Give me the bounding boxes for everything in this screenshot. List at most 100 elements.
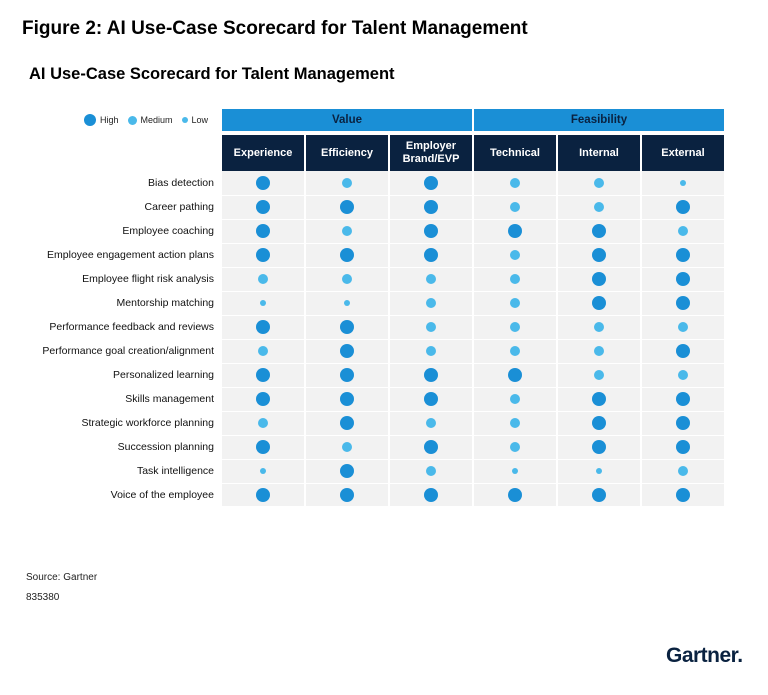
gartner-logo: Gartner. bbox=[666, 644, 743, 667]
row-separator bbox=[222, 315, 724, 316]
rating-dot-high bbox=[256, 176, 270, 190]
row-separator bbox=[222, 267, 724, 268]
chart-title: AI Use-Case Scorecard for Talent Managem… bbox=[29, 65, 395, 83]
rating-dot-low bbox=[344, 300, 350, 306]
rating-dot-medium bbox=[510, 322, 520, 332]
rating-dot-medium bbox=[678, 370, 688, 380]
column-header: Efficiency bbox=[306, 135, 388, 171]
rating-dot-high bbox=[340, 464, 354, 478]
source-note: Source: Gartner bbox=[26, 572, 98, 583]
rating-dot-low bbox=[680, 180, 686, 186]
rating-dot-medium bbox=[594, 202, 604, 212]
row-label: Personalized learning bbox=[113, 369, 214, 381]
row-separator bbox=[222, 339, 724, 340]
rating-dot-medium bbox=[510, 274, 520, 284]
rating-dot-medium bbox=[510, 298, 520, 308]
rating-dot-high bbox=[340, 344, 354, 358]
rating-dot-medium bbox=[426, 418, 436, 428]
rating-dot-medium bbox=[426, 298, 436, 308]
row-separator bbox=[222, 411, 724, 412]
rating-dot-medium bbox=[510, 418, 520, 428]
rating-dot-high bbox=[592, 224, 606, 238]
row-label: Career pathing bbox=[144, 201, 214, 213]
column-header: Internal bbox=[558, 135, 640, 171]
rating-dot-medium bbox=[594, 322, 604, 332]
rating-dot-medium bbox=[594, 346, 604, 356]
rating-dot-high bbox=[340, 248, 354, 262]
rating-dot-medium bbox=[342, 274, 352, 284]
column-header: Employer Brand/EVP bbox=[390, 135, 472, 171]
figure-title: Figure 2: AI Use-Case Scorecard for Tale… bbox=[22, 18, 528, 39]
rating-dot-medium bbox=[342, 226, 352, 236]
rating-dot-high bbox=[256, 248, 270, 262]
rating-dot-high bbox=[676, 296, 690, 310]
legend-item-high: High bbox=[84, 114, 119, 126]
row-separator bbox=[222, 195, 724, 196]
rating-dot-high bbox=[592, 488, 606, 502]
legend-label-low: Low bbox=[191, 115, 209, 125]
row-label: Task intelligence bbox=[136, 465, 214, 477]
group-header-value: Value bbox=[222, 109, 472, 131]
group-header-feasibility: Feasibility bbox=[474, 109, 724, 131]
row-label: Employee engagement action plans bbox=[47, 249, 214, 261]
rating-dot-high bbox=[676, 392, 690, 406]
document-id: 835380 bbox=[26, 592, 60, 603]
rating-dot-medium bbox=[426, 466, 436, 476]
rating-dot-low bbox=[596, 468, 602, 474]
rating-dot-high bbox=[256, 200, 270, 214]
legend: High Medium Low bbox=[84, 113, 217, 127]
rating-dot-medium bbox=[510, 442, 520, 452]
row-separator bbox=[222, 435, 724, 436]
rating-dot-medium bbox=[258, 346, 268, 356]
rating-dot-high bbox=[256, 320, 270, 334]
rating-dot-high bbox=[676, 416, 690, 430]
row-label: Voice of the employee bbox=[110, 489, 214, 501]
rating-dot-medium bbox=[678, 466, 688, 476]
row-label: Employee coaching bbox=[122, 225, 214, 237]
legend-label-high: High bbox=[100, 115, 119, 125]
legend-item-low: Low bbox=[181, 115, 209, 125]
rating-dot-high bbox=[424, 176, 438, 190]
rating-dot-high bbox=[340, 392, 354, 406]
rating-dot-medium bbox=[510, 250, 520, 260]
rating-dot-medium bbox=[678, 322, 688, 332]
rating-dot-high bbox=[424, 368, 438, 382]
row-label: Employee flight risk analysis bbox=[82, 273, 214, 285]
rating-dot-medium bbox=[426, 274, 436, 284]
rating-dot-high bbox=[256, 392, 270, 406]
rating-dot-medium bbox=[510, 346, 520, 356]
rating-dot-high bbox=[424, 200, 438, 214]
row-separator bbox=[222, 363, 724, 364]
rating-dot-high bbox=[424, 392, 438, 406]
rating-dot-high bbox=[256, 368, 270, 382]
rating-dot-high bbox=[424, 224, 438, 238]
row-label: Performance feedback and reviews bbox=[49, 321, 214, 333]
rating-dot-high bbox=[424, 488, 438, 502]
rating-dot-medium bbox=[510, 178, 520, 188]
rating-dot-medium bbox=[678, 226, 688, 236]
rating-dot-high bbox=[676, 344, 690, 358]
rating-dot-low bbox=[512, 468, 518, 474]
row-label: Bias detection bbox=[148, 177, 214, 189]
column-header: Experience bbox=[222, 135, 304, 171]
legend-dot-high bbox=[84, 114, 96, 126]
legend-label-medium: Medium bbox=[140, 115, 173, 125]
rating-dot-medium bbox=[426, 346, 436, 356]
rating-dot-high bbox=[340, 200, 354, 214]
rating-dot-high bbox=[508, 368, 522, 382]
rating-dot-low bbox=[260, 468, 266, 474]
rating-dot-high bbox=[676, 440, 690, 454]
row-label: Succession planning bbox=[117, 441, 214, 453]
rating-dot-high bbox=[508, 488, 522, 502]
rating-dot-medium bbox=[510, 394, 520, 404]
rating-dot-high bbox=[424, 248, 438, 262]
legend-dot-low bbox=[181, 117, 188, 123]
rating-dot-high bbox=[592, 392, 606, 406]
rating-dot-high bbox=[424, 440, 438, 454]
rating-dot-high bbox=[592, 416, 606, 430]
row-label: Performance goal creation/alignment bbox=[42, 345, 214, 357]
rating-dot-high bbox=[340, 320, 354, 334]
rating-dot-high bbox=[508, 224, 522, 238]
row-separator bbox=[222, 291, 724, 292]
rating-dot-medium bbox=[594, 178, 604, 188]
